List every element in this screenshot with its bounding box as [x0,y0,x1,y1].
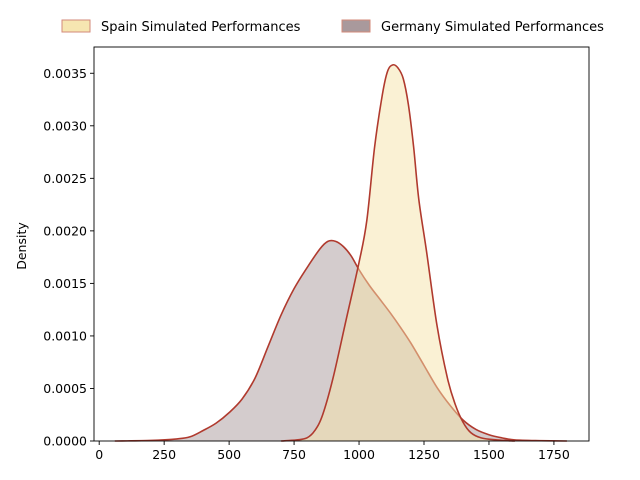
legend: Spain Simulated Performances Germany Simu… [61,19,604,35]
legend-label-spain: Spain Simulated Performances [101,20,301,35]
y-tick-label: 0.0000 [43,434,87,449]
x-tick-label: 750 [282,447,306,462]
legend-label-germany: Germany Simulated Performances [381,20,604,35]
spain-density-line [281,63,515,442]
legend-item-germany: Germany Simulated Performances [341,19,604,35]
x-tick-label: 1000 [343,447,375,462]
x-axis: 0 250 500 750 1000 1250 1500 1750 [95,441,570,462]
germany-density-line [114,239,567,442]
y-tick-label: 0.0005 [43,381,87,396]
legend-swatch-spain [61,19,91,33]
x-tick-label: 1750 [538,447,570,462]
y-tick-label: 0.0015 [43,276,87,291]
legend-swatch-germany [341,19,371,33]
y-tick-label: 0.0030 [43,118,87,133]
x-tick-label: 1500 [473,447,505,462]
y-axis-label: Density [14,222,29,270]
x-tick-label: 0 [95,447,103,462]
y-tick-label: 0.0020 [43,223,87,238]
x-tick-label: 250 [152,447,176,462]
x-tick-label: 1250 [408,447,440,462]
plot-frame [93,46,590,442]
spain-density-area [281,64,515,441]
legend-item-spain: Spain Simulated Performances [61,19,301,35]
y-tick-label: 0.0035 [43,66,87,81]
y-tick-label: 0.0010 [43,328,87,343]
plot-area [93,46,590,442]
x-tick-label: 500 [217,447,241,462]
y-axis: 0.0000 0.0005 0.0010 0.0015 0.0020 0.0025 0.00… [43,66,94,449]
y-tick-label: 0.0025 [43,171,87,186]
